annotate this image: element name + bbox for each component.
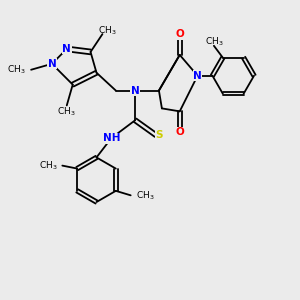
Text: N: N <box>47 59 56 69</box>
Text: CH$_3$: CH$_3$ <box>136 189 154 202</box>
Text: O: O <box>175 29 184 39</box>
Text: N: N <box>131 85 140 96</box>
Text: NH: NH <box>103 133 120 143</box>
Text: N: N <box>193 71 202 81</box>
Text: CH$_3$: CH$_3$ <box>39 159 58 172</box>
Text: O: O <box>175 127 184 137</box>
Text: CH$_3$: CH$_3$ <box>98 25 116 38</box>
Text: N: N <box>62 44 71 54</box>
Text: CH$_3$: CH$_3$ <box>205 36 223 49</box>
Text: S: S <box>155 130 163 140</box>
Text: CH$_3$: CH$_3$ <box>58 105 76 118</box>
Text: CH$_3$: CH$_3$ <box>7 64 26 76</box>
